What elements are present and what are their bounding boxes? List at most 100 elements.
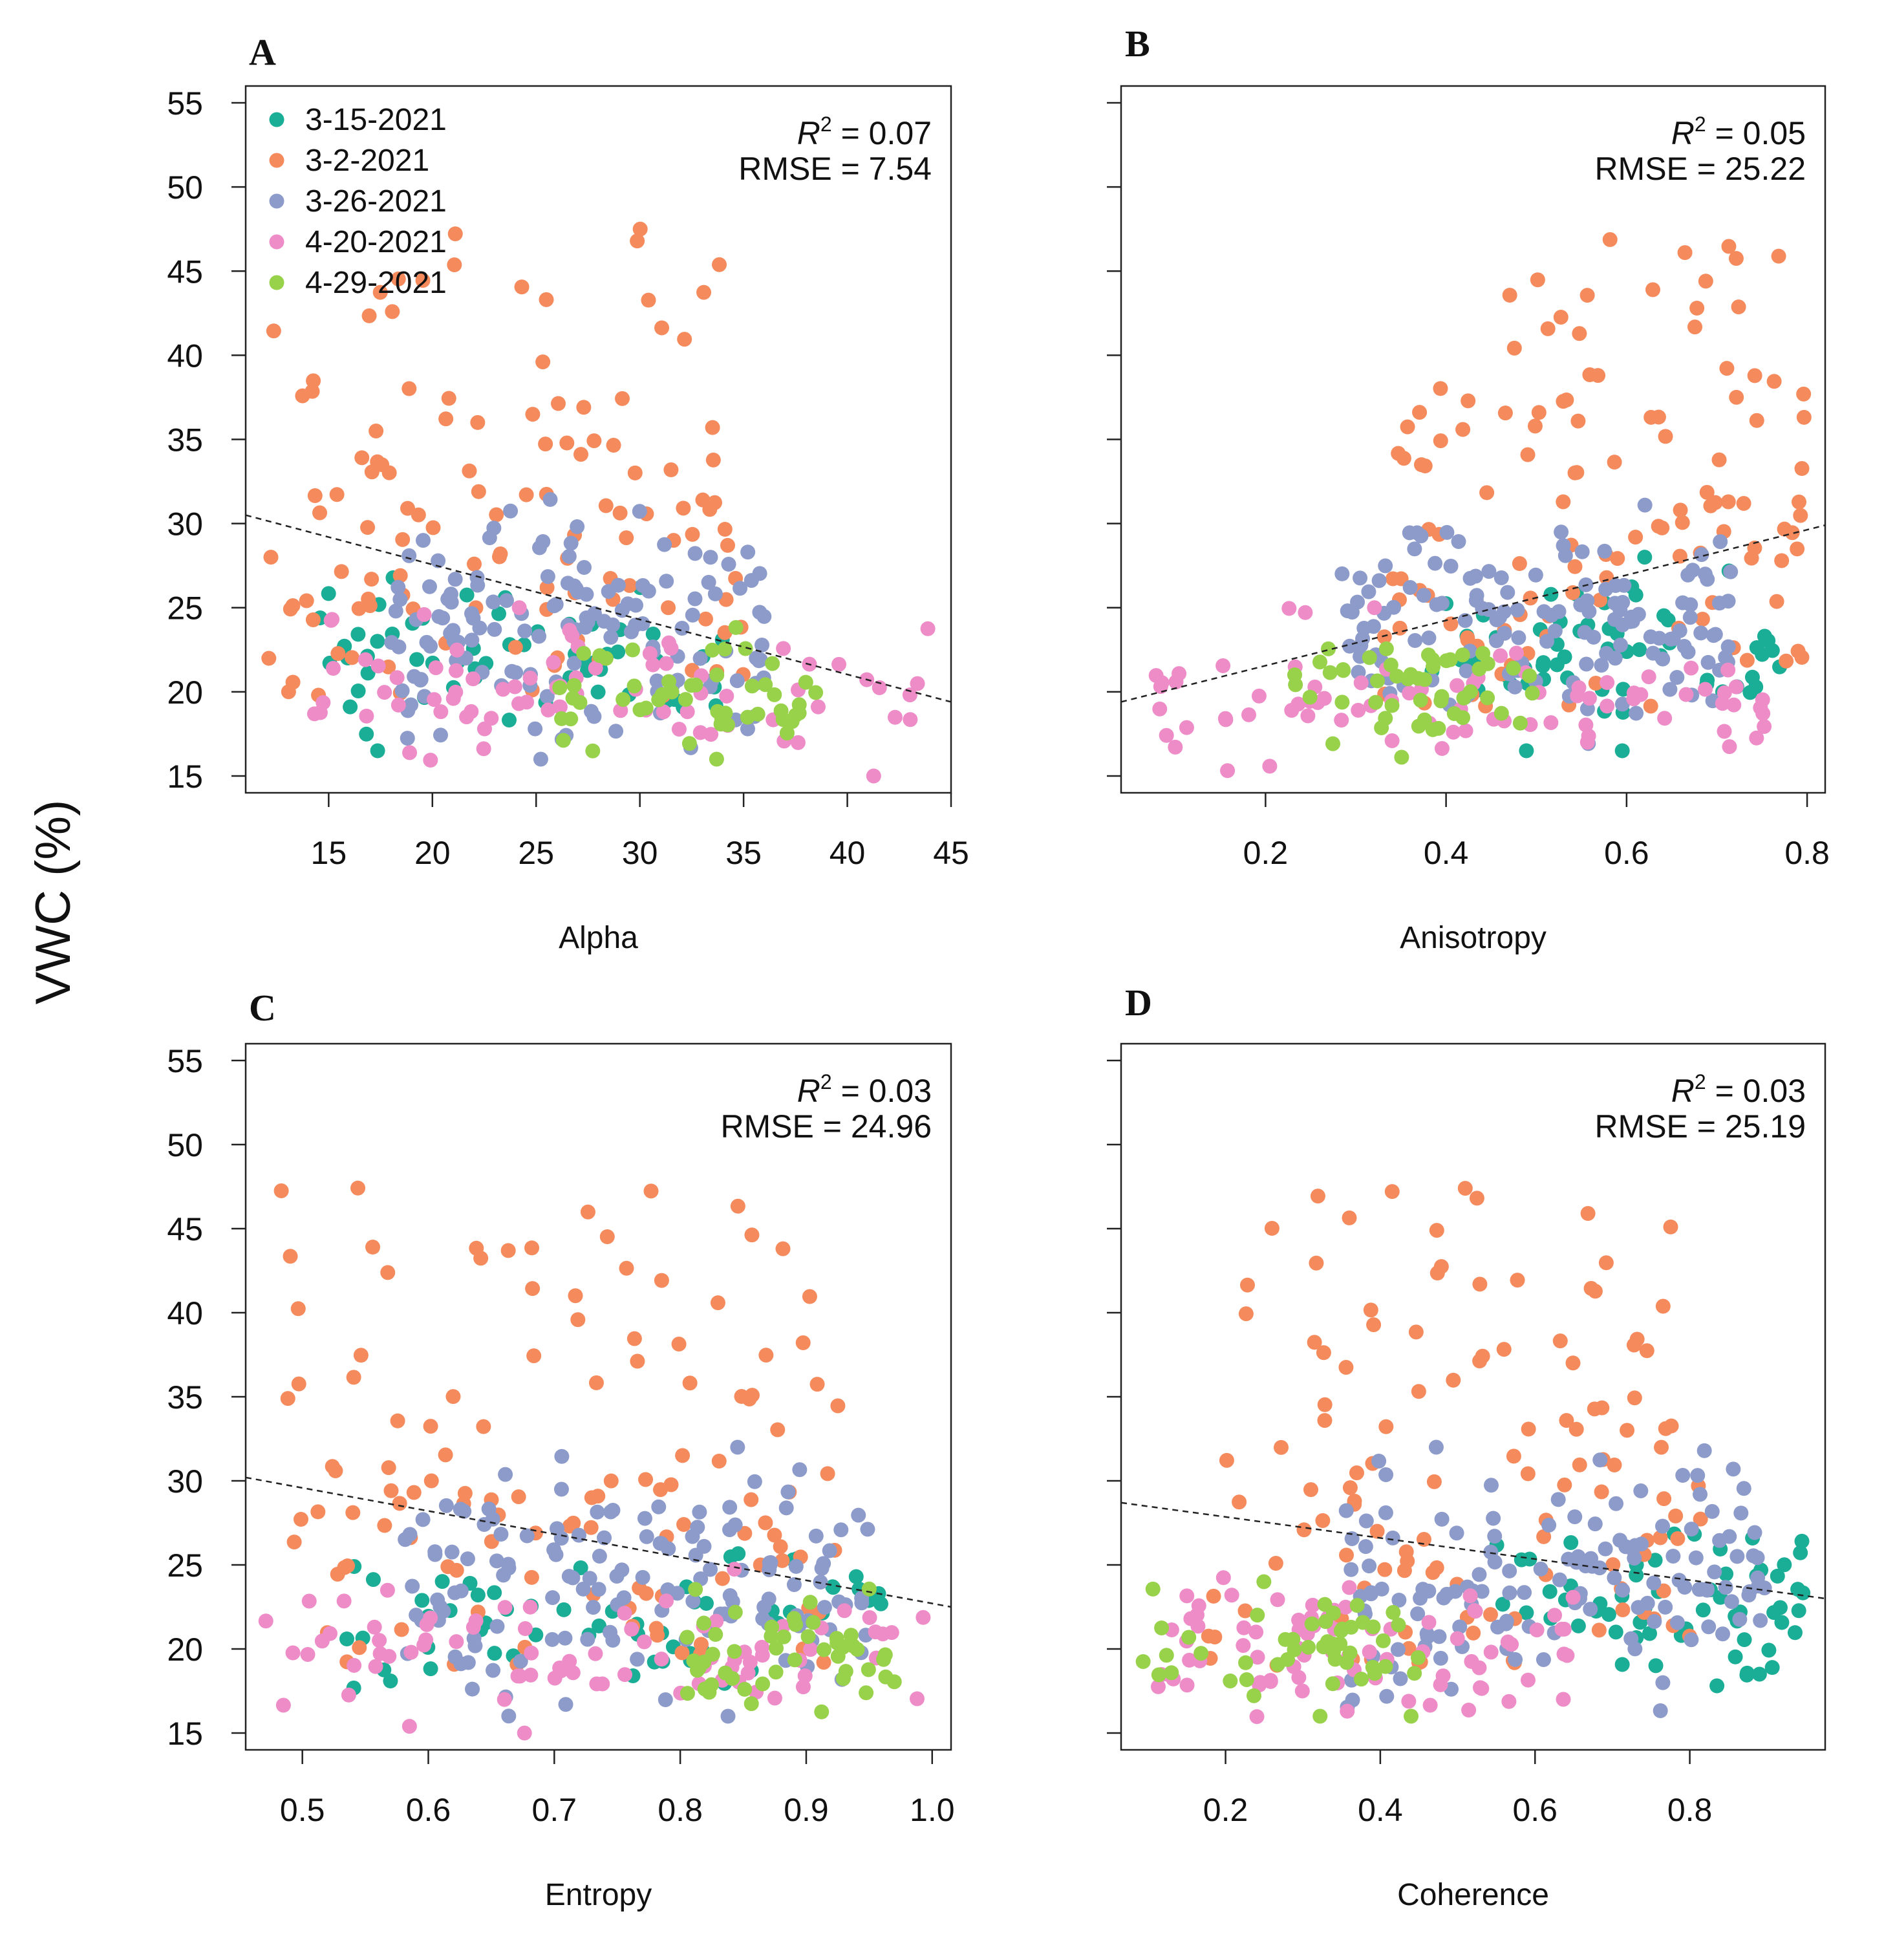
scatter-point [1723, 564, 1739, 579]
scatter-point [730, 1439, 745, 1455]
scatter-point [910, 676, 925, 691]
scatter-point [325, 660, 341, 676]
scatter-point [1669, 1615, 1685, 1630]
scatter-point [441, 391, 456, 406]
scatter-point [1757, 718, 1772, 734]
scatter-point [300, 1647, 316, 1663]
scatter-point [526, 1348, 542, 1364]
x-tick-label: 15 [311, 835, 347, 871]
scatter-point [1410, 1650, 1426, 1665]
scatter-point [1594, 1484, 1609, 1500]
x-tick-label: 0.4 [1424, 835, 1469, 871]
y-tick-label: 45 [167, 253, 203, 290]
scatter-point [1676, 638, 1692, 654]
x-tick-label: 0.4 [1358, 1792, 1403, 1828]
scatter-point [1310, 1189, 1325, 1204]
scatter-point [517, 1621, 533, 1637]
scatter-point [1536, 1652, 1551, 1667]
scatter-point [430, 1592, 445, 1608]
scatter-point [1528, 567, 1543, 583]
scatter-point [1379, 1688, 1395, 1704]
scatter-point [1541, 1518, 1557, 1533]
scatter-point [445, 1389, 461, 1405]
scatter-point [392, 592, 408, 607]
scatter-point [486, 594, 501, 610]
scatter-point [1455, 422, 1471, 437]
scatter-point [1333, 1636, 1348, 1652]
scatter-point [1787, 1625, 1803, 1641]
scatter-point [1718, 1566, 1734, 1582]
scatter-point [354, 450, 370, 466]
scatter-point [1474, 1584, 1490, 1599]
scatter-point [1771, 248, 1786, 264]
y-tick-label: 25 [167, 590, 203, 627]
scatter-point [1645, 282, 1660, 297]
scatter-point [831, 656, 847, 672]
scatter-point [423, 1661, 438, 1677]
scatter-point [1739, 1665, 1755, 1681]
scatter-point [1711, 452, 1727, 468]
scatter-point [825, 1579, 840, 1595]
scatter-point [464, 632, 480, 648]
scatter-point [1559, 1413, 1574, 1428]
scatter-point [902, 687, 917, 703]
scatter-point [909, 1691, 925, 1707]
scatter-point [1733, 1505, 1749, 1521]
scatter-point [1431, 720, 1446, 736]
scatter-point [830, 1398, 846, 1414]
scatter-point [1570, 688, 1585, 704]
scatter-point [1494, 570, 1509, 586]
scatter-point [330, 646, 346, 662]
scatter-point [619, 530, 634, 546]
legend-marker [269, 275, 284, 290]
y-tick-label: 30 [167, 1463, 203, 1500]
scatter-point [1610, 551, 1625, 566]
scatter-point [1774, 553, 1790, 568]
scatter-point [413, 672, 429, 687]
scatter-point [711, 1454, 727, 1469]
scatter-point [1578, 717, 1594, 733]
scatter-point [1717, 724, 1732, 739]
scatter-point [1706, 628, 1721, 643]
scatter-point [674, 620, 690, 636]
scatter-point [1481, 564, 1497, 579]
scatter-point [1322, 665, 1338, 680]
scatter-point [740, 1665, 756, 1681]
scatter-point [737, 1681, 753, 1697]
scatter-point [1264, 1221, 1279, 1236]
scatter-point [1239, 1277, 1255, 1293]
scatter-point [391, 579, 406, 595]
scatter-point [592, 1548, 607, 1564]
scatter-point [1637, 550, 1653, 565]
scatter-point [875, 1626, 890, 1642]
scatter-point [1206, 1588, 1221, 1604]
scatter-point [813, 1575, 828, 1590]
scatter-point [603, 630, 619, 645]
scatter-point [316, 695, 331, 710]
scatter-point [1434, 740, 1450, 756]
scatter-point [860, 1522, 875, 1537]
scatter-point [486, 1663, 501, 1678]
scatter-point [872, 680, 887, 695]
scatter-point [1704, 1503, 1720, 1519]
y-tick-label: 20 [167, 674, 203, 711]
scatter-point [1183, 1611, 1199, 1626]
scatter-point [1766, 374, 1782, 389]
scatter-point [426, 692, 442, 707]
scatter-point [566, 1515, 581, 1531]
scatter-point [401, 548, 417, 563]
scatter-point [727, 1517, 743, 1533]
scatter-point [1376, 629, 1392, 645]
scatter-point [645, 626, 661, 641]
scatter-point [586, 1600, 601, 1615]
scatter-point [564, 628, 580, 643]
scatter-point [535, 354, 551, 370]
scatter-point [1489, 633, 1504, 649]
scatter-point [1402, 685, 1417, 701]
scatter-point [755, 637, 770, 652]
scatter-point [1386, 599, 1402, 615]
scatter-point [599, 1229, 615, 1244]
scatter-point [1729, 1549, 1745, 1564]
scatter-point [775, 1553, 790, 1568]
scatter-point [368, 1659, 383, 1674]
